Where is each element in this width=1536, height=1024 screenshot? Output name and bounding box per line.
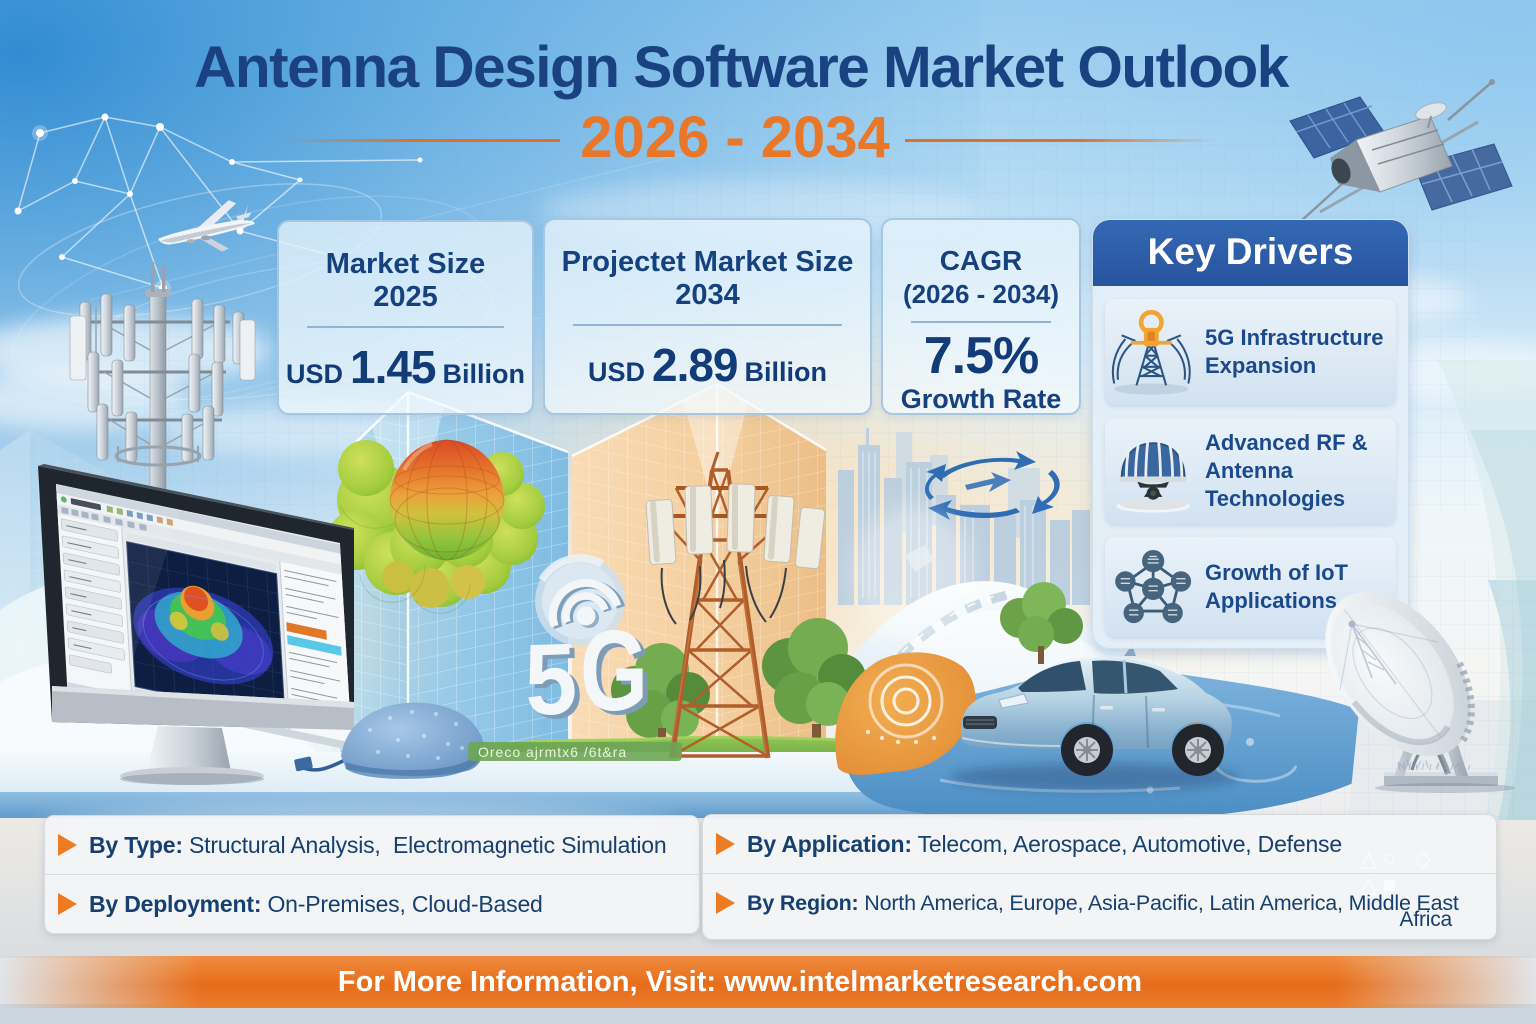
svg-text:G: G (585, 612, 653, 739)
svg-text:G: G (580, 608, 648, 735)
svg-text:5: 5 (528, 627, 584, 741)
svg-text:Oreco ajrmtx6 /6t&ra: Oreco ajrmtx6 /6t&ra (478, 744, 627, 760)
svg-text:5: 5 (523, 623, 579, 737)
